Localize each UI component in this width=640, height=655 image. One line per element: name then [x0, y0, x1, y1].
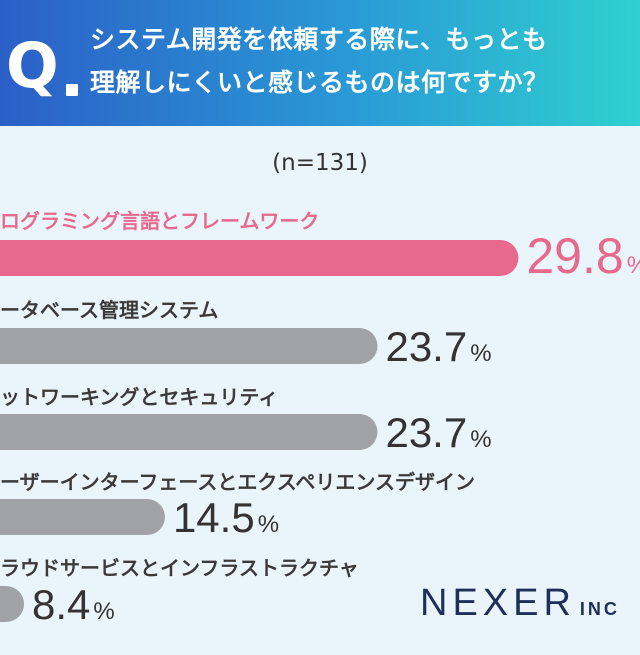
question-header: Q システム開発を依頼する際に、もっとも 理解しにくいと感じるものは何ですか？ [0, 0, 640, 126]
value-label: 29.8% [526, 228, 640, 284]
logo-name: NEXER [420, 582, 576, 624]
category-label: ネットワーキングとセキュリティ [0, 385, 278, 409]
q-dot [66, 84, 78, 96]
logo-suffix: INC [579, 599, 620, 619]
bar [0, 240, 519, 276]
question-line-1: システム開発を依頼する際に、もっとも [90, 25, 548, 54]
value-label: 23.7% [385, 409, 491, 456]
bar [0, 499, 165, 535]
question-line-2: 理解しにくいと感じるものは何ですか？ [90, 68, 549, 97]
value-label: 14.5% [173, 494, 279, 541]
bar [0, 414, 378, 450]
bar [0, 328, 378, 364]
bar [0, 586, 25, 622]
category-label: クラウドサービスとインフラストラクチャ [0, 556, 359, 580]
sample-size: (n=131) [272, 150, 368, 176]
q-badge: Q [6, 28, 82, 104]
value-label: 8.4% [32, 581, 115, 628]
category-label: プログラミング言語とフレームワーク [0, 209, 319, 233]
category-label: データベース管理システム [0, 298, 218, 322]
question-text: システム開発を依頼する際に、もっとも 理解しにくいと感じるものは何ですか？ [90, 18, 635, 104]
value-label: 23.7% [385, 323, 491, 370]
q-letter: Q [6, 29, 59, 102]
category-label: ユーザーインターフェースとエクスペリエンスデザイン [0, 470, 475, 494]
nexer-logo: NEXER INC [420, 582, 620, 625]
